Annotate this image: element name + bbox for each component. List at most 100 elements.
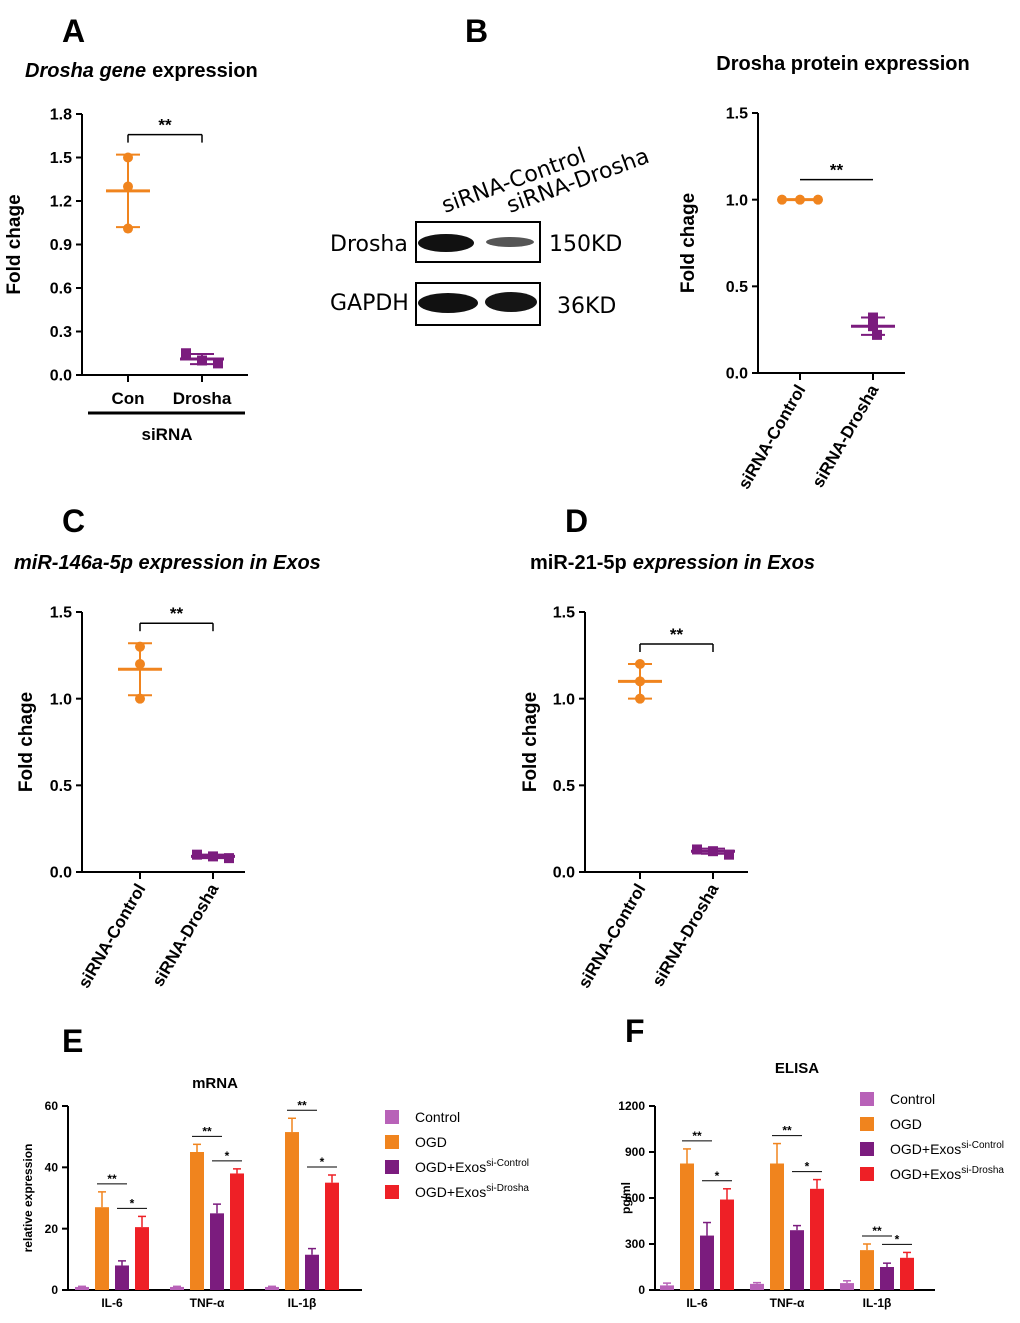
y-tick-label: 900	[625, 1145, 645, 1159]
legend-label: Control	[415, 1109, 460, 1125]
significance-label: **	[297, 1098, 307, 1112]
chart-title: miR-21-5p expression in Exos	[530, 552, 815, 574]
bar	[305, 1254, 319, 1290]
legend-label: OGD	[415, 1134, 447, 1150]
y-tick-label: 20	[45, 1222, 59, 1236]
x-tick-label: TNF-α	[190, 1296, 225, 1310]
data-point	[724, 849, 734, 860]
legend-label: OGD+Exossi-Drosha	[890, 1165, 1004, 1182]
bar	[840, 1283, 854, 1290]
y-tick-label: 0.0	[50, 368, 72, 385]
y-tick-label: 0.6	[50, 281, 72, 298]
data-point	[635, 693, 645, 704]
bar	[720, 1199, 734, 1290]
data-point	[692, 844, 702, 855]
y-axis-label: Fold chage	[16, 692, 37, 792]
significance-label: **	[872, 1224, 882, 1238]
significance-label: *	[715, 1169, 720, 1183]
legend-swatch	[385, 1135, 399, 1149]
significance-label: **	[670, 625, 684, 644]
blot-band	[486, 237, 534, 247]
bar	[115, 1265, 129, 1290]
y-tick-label: 1200	[618, 1099, 645, 1113]
legend-name: OGD+Exos	[890, 1141, 961, 1157]
legend-superscript: si-Drosha	[486, 1183, 529, 1194]
y-tick-label: 1.0	[553, 691, 575, 708]
bar	[700, 1235, 714, 1290]
y-tick-label: 300	[625, 1237, 645, 1251]
x-tick-label: siRNA-Drosha	[808, 381, 882, 491]
panel-label: A	[62, 13, 85, 49]
x-tick-label: siRNA-Drosha	[148, 880, 222, 990]
legend-superscript: si-Control	[486, 1158, 529, 1169]
bar	[265, 1286, 279, 1290]
significance-label: **	[107, 1172, 117, 1186]
bar	[95, 1207, 109, 1290]
y-tick-label: 1.5	[553, 605, 575, 622]
y-tick-label: 0.0	[553, 865, 575, 882]
panel-label: C	[62, 503, 85, 539]
bar	[770, 1163, 784, 1290]
data-point	[123, 152, 133, 163]
bar	[170, 1286, 184, 1290]
x-tick-label: siRNA-Control	[574, 881, 649, 992]
y-tick-label: 0.5	[726, 279, 748, 296]
data-point	[868, 312, 878, 323]
title-part: miR-21-5p	[530, 552, 627, 574]
data-point	[135, 641, 145, 652]
bar	[900, 1257, 914, 1290]
blot-band	[418, 234, 474, 252]
significance-label: **	[202, 1124, 212, 1138]
bar	[880, 1267, 894, 1290]
y-tick-label: 0.5	[50, 778, 72, 795]
data-point	[208, 851, 218, 862]
significance-label: *	[225, 1149, 230, 1163]
y-axis-label: pg/ml	[619, 1182, 633, 1214]
size-label: 36KD	[557, 294, 616, 319]
legend-superscript: si-Control	[961, 1140, 1004, 1151]
legend-name: OGD+Exos	[415, 1159, 486, 1175]
y-tick-label: 1.0	[50, 691, 72, 708]
panel-label: B	[465, 13, 488, 49]
x-tick-label: Drosha	[173, 389, 232, 408]
data-point	[635, 676, 645, 687]
x-tick-label: IL-1β	[863, 1296, 892, 1310]
y-tick-label: 600	[625, 1191, 645, 1205]
y-axis-label: Fold chage	[520, 692, 541, 792]
y-tick-label: 0.9	[50, 237, 72, 254]
bar	[135, 1227, 149, 1290]
x-tick-label: Con	[111, 389, 144, 408]
legend-name: OGD+Exos	[890, 1166, 961, 1182]
blot-band	[485, 292, 537, 312]
legend-label: OGD	[890, 1116, 922, 1132]
x-tick-label: IL-1β	[288, 1296, 317, 1310]
legend-swatch	[385, 1110, 399, 1124]
legend-name: OGD+Exos	[415, 1184, 486, 1200]
significance-label: **	[830, 161, 844, 180]
y-tick-label: 0	[638, 1283, 645, 1297]
panel-label: E	[62, 1023, 83, 1059]
significance-label: *	[130, 1196, 135, 1210]
data-point	[123, 223, 133, 234]
legend-superscript: si-Drosha	[961, 1165, 1004, 1176]
data-point	[872, 329, 882, 340]
x-tick-label: siRNA-Drosha	[648, 880, 722, 990]
y-tick-label: 1.5	[50, 605, 72, 622]
y-axis-label: relative expression	[21, 1144, 35, 1253]
y-tick-label: 0.5	[553, 778, 575, 795]
bar	[325, 1182, 339, 1290]
row-label: GAPDH	[330, 291, 409, 316]
legend-name: OGD	[415, 1134, 447, 1150]
size-label: 150KD	[549, 232, 622, 257]
data-point	[868, 321, 878, 332]
data-point	[192, 849, 202, 860]
significance-label: **	[782, 1124, 792, 1138]
data-point	[135, 659, 145, 669]
y-tick-label: 1.8	[50, 107, 72, 124]
data-point	[224, 853, 234, 864]
title-part: expression	[152, 60, 258, 82]
y-tick-label: 0.3	[50, 324, 72, 341]
legend-label: OGD+Exossi-Drosha	[415, 1183, 529, 1200]
bar	[230, 1173, 244, 1290]
significance-label: **	[692, 1129, 702, 1143]
